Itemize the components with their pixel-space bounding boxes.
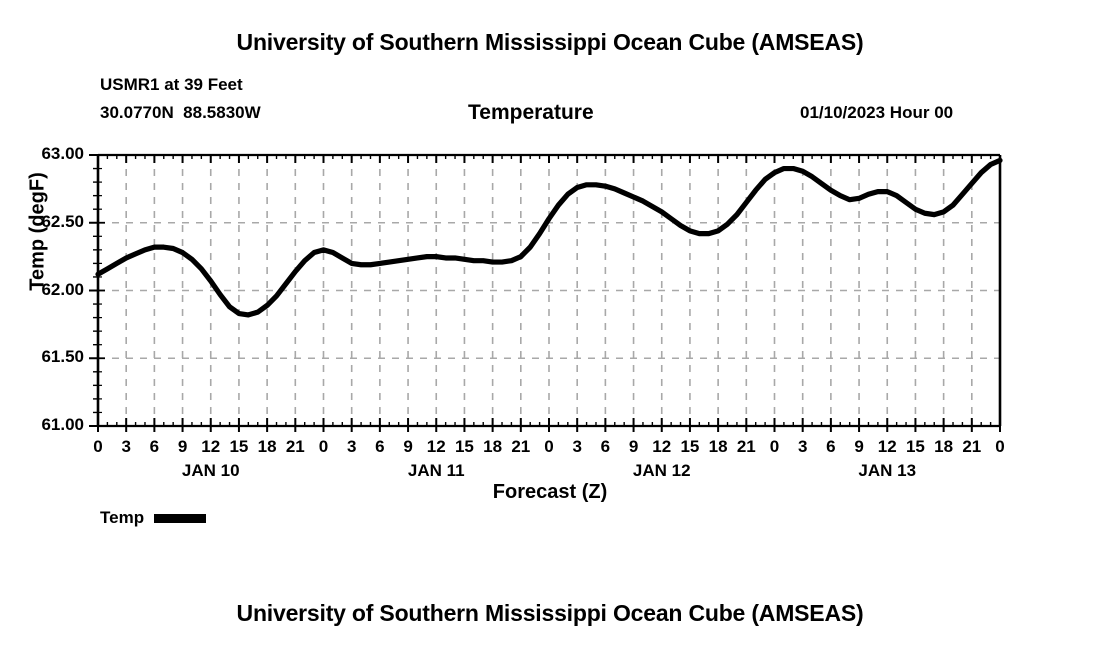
legend-label: Temp [100,508,145,527]
x-tick-label: 3 [346,437,357,456]
data-series-line [95,157,1003,318]
x-tick-label: 0 [318,437,329,456]
chart-subtitle: Temperature [468,101,594,124]
x-tick-label: 15 [680,437,700,456]
x-tick-label: 9 [403,437,413,456]
x-tick-label: 6 [375,437,385,456]
x-tick-label: 18 [257,437,277,456]
station-depth-label: USMR1 at 39 Feet [100,75,243,94]
x-tick-label: 3 [121,437,131,456]
x-axis-day-label: JAN 13 [858,461,917,480]
x-tick-label: 0 [769,437,780,456]
page-title-bottom: University of Southern Mississippi Ocean… [236,600,864,626]
x-tick-label: 15 [905,437,925,456]
x-tick-label: 9 [177,437,188,456]
x-tick-label: 21 [285,437,305,456]
y-tick-label: 62.50 [41,211,84,231]
x-axis-title: Forecast (Z) [492,481,608,503]
y-tick-label: 61.50 [41,347,84,367]
legend: Temp [100,508,207,528]
x-tick-label: 12 [652,437,672,456]
x-tick-label: 18 [483,437,503,456]
x-axis-day-label: JAN 10 [181,461,240,480]
x-tick-label: 15 [454,437,474,456]
page-title-top: University of Southern Mississippi Ocean… [236,29,864,55]
x-tick-label: 21 [511,437,531,456]
station-coordinates-label: 30.0770N 88.5830W [100,103,261,122]
x-tick-label: 6 [600,437,611,456]
x-tick-label: 3 [797,437,808,456]
x-tick-label: 21 [736,437,756,456]
x-tick-label: 9 [854,437,864,456]
x-tick-label: 18 [708,437,728,456]
x-axis-day-label: JAN 12 [632,461,691,480]
x-tick-label: 0 [93,437,103,456]
x-tick-label: 12 [877,437,897,456]
y-tick-label: 62.00 [41,279,84,299]
x-tick-label: 21 [962,437,982,456]
x-tick-label: 0 [995,437,1005,456]
x-tick-label: 18 [934,437,954,456]
y-tick-label: 61.00 [41,415,84,434]
x-axis-day-label: JAN 11 [407,461,465,480]
x-tick-label: 0 [544,437,554,456]
x-tick-label: 9 [628,437,639,456]
model-run-timestamp: 01/10/2023 Hour 00 [800,103,954,122]
x-tick-label: 12 [426,437,446,456]
x-tick-label: 3 [572,437,582,456]
x-tick-label: 15 [229,437,249,456]
y-tick-label: 63.00 [41,144,84,163]
x-tick-label: 12 [201,437,221,456]
x-tick-label: 6 [826,437,836,456]
legend-line-swatch [154,513,207,523]
x-tick-label: 6 [149,437,160,456]
